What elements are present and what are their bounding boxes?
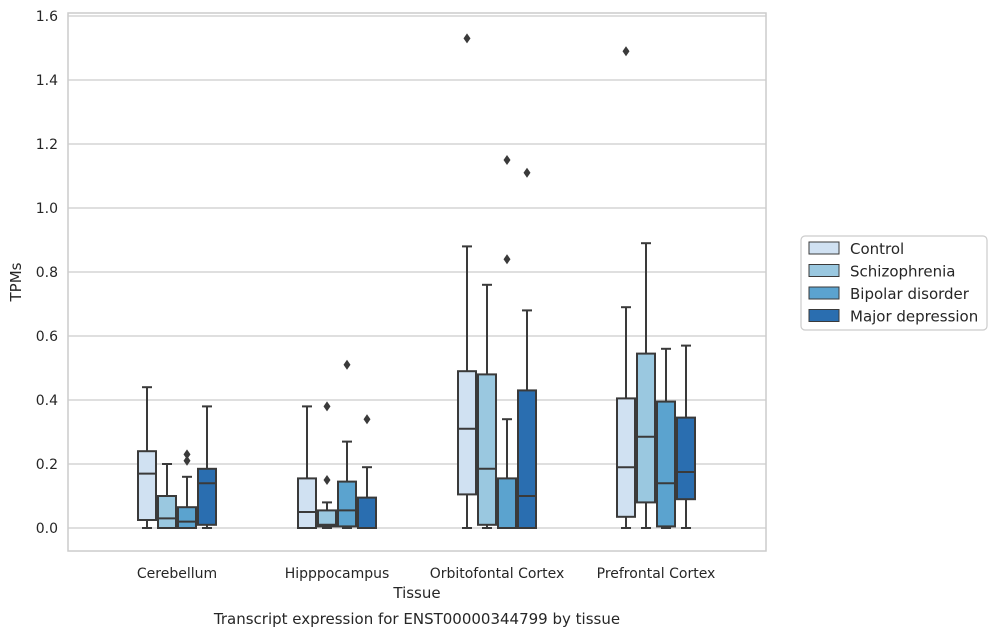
box [297, 477, 317, 529]
outlier-point [463, 33, 471, 44]
y-tick-label: 1.0 [36, 201, 58, 217]
y-tick-label: 1.6 [36, 9, 58, 25]
box [477, 373, 497, 526]
box [197, 467, 217, 526]
box [137, 450, 157, 522]
outlier-point [323, 401, 331, 412]
x-tick-label: Prefrontal Cortex [597, 566, 716, 582]
y-tick-label: 0.4 [36, 393, 58, 409]
box [357, 496, 377, 530]
box [177, 506, 197, 530]
x-tick-label: Cerebellum [137, 566, 217, 582]
y-axis: 0.0 0.2 0.4 0.6 0.8 1.0 1.2 1.4 1.6 [36, 9, 58, 537]
x-tick-label: Orbitofontal Cortex [430, 566, 565, 582]
outlier-point [503, 254, 511, 265]
outlier-point [363, 414, 371, 425]
y-axis-label: TPMs [7, 262, 25, 302]
legend-swatch [808, 241, 840, 255]
y-tick-label: 0.6 [36, 329, 58, 345]
box [616, 397, 636, 518]
legend-swatch [808, 264, 840, 277]
y-tick-label: 1.2 [36, 137, 58, 153]
box-group [137, 386, 217, 530]
outlier-point [323, 475, 331, 485]
box-group [297, 359, 377, 530]
box [337, 480, 357, 528]
legend: Control Schizophrenia Bipolar disorder Majo… [800, 235, 988, 331]
outlier-point [183, 455, 191, 466]
y-tick-label: 1.4 [36, 73, 58, 89]
x-axis: Cerebellum Hipppocampus Orbitofontal Corte… [137, 566, 715, 582]
legend-swatch [808, 286, 840, 300]
legend-label: Control [850, 240, 904, 258]
chart-caption: Transcript expression for ENST0000034479… [213, 610, 620, 628]
outlier-point [183, 449, 191, 460]
legend-label: Bipolar disorder [850, 285, 970, 303]
legend-label: Major depression [850, 308, 978, 326]
y-tick-label: 0.8 [36, 265, 58, 281]
box-groups [137, 33, 696, 530]
legend-swatch [808, 309, 840, 322]
box [157, 495, 177, 529]
box [636, 352, 656, 504]
legend-label: Schizophrenia [850, 263, 955, 281]
plot-frame [67, 12, 767, 552]
box [497, 477, 517, 529]
outlier-point [343, 359, 351, 370]
box [676, 416, 696, 501]
box [656, 400, 676, 528]
legend-frame [800, 235, 988, 331]
box [457, 370, 477, 496]
x-axis-label: Tissue [392, 584, 440, 602]
y-tick-label: 0.0 [36, 521, 58, 537]
grid-lines [68, 15, 766, 529]
outlier-point [622, 46, 630, 57]
x-tick-label: Hipppocampus [285, 566, 390, 582]
box [317, 509, 337, 528]
outlier-point [503, 155, 511, 165]
box-group [457, 33, 537, 529]
outlier-point [523, 167, 531, 178]
box-group [616, 46, 696, 529]
y-tick-label: 0.2 [36, 457, 58, 473]
box [517, 389, 537, 529]
